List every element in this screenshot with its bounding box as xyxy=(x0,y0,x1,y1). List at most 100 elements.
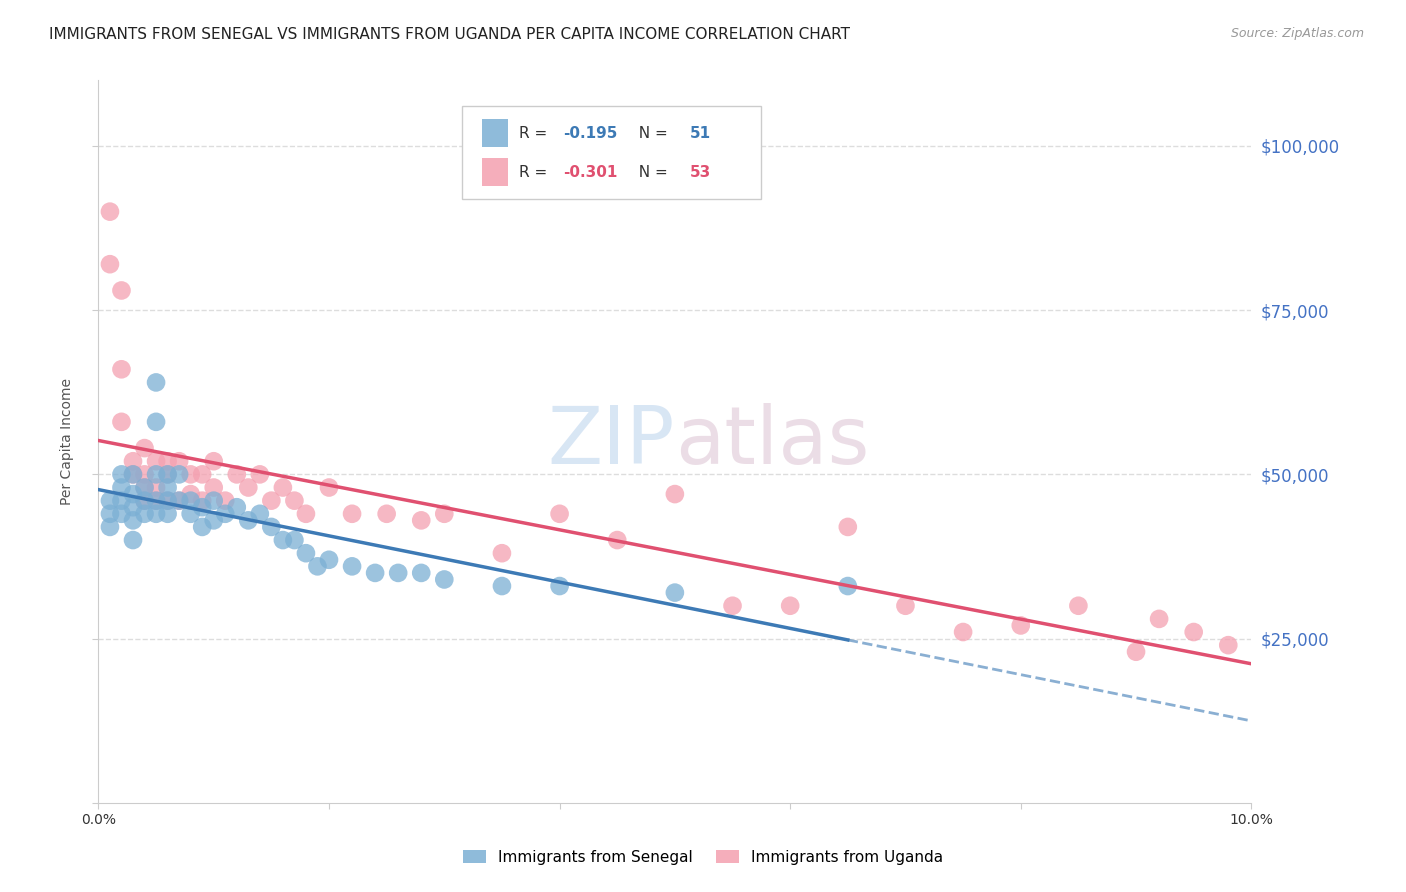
Point xyxy=(167,493,190,508)
Point xyxy=(122,454,145,468)
FancyBboxPatch shape xyxy=(461,105,762,200)
Point xyxy=(214,493,236,508)
Point xyxy=(180,467,202,482)
Point xyxy=(433,573,456,587)
Point xyxy=(110,481,132,495)
Point xyxy=(145,493,167,508)
Point xyxy=(340,559,363,574)
Point xyxy=(145,493,167,508)
Point xyxy=(156,493,179,508)
Point xyxy=(122,533,145,547)
Point xyxy=(110,493,132,508)
Point xyxy=(191,520,214,534)
Point xyxy=(122,467,145,482)
Point xyxy=(664,487,686,501)
Text: atlas: atlas xyxy=(675,402,869,481)
Point xyxy=(134,507,156,521)
Point xyxy=(134,441,156,455)
Point xyxy=(238,481,260,495)
Point xyxy=(1218,638,1240,652)
Point xyxy=(548,507,571,521)
Point xyxy=(191,493,214,508)
Point xyxy=(145,467,167,482)
Point xyxy=(779,599,801,613)
Point xyxy=(156,481,179,495)
Y-axis label: Per Capita Income: Per Capita Income xyxy=(60,378,75,505)
Point xyxy=(283,493,305,508)
Point xyxy=(145,481,167,495)
Text: Source: ZipAtlas.com: Source: ZipAtlas.com xyxy=(1230,27,1364,40)
Point xyxy=(98,204,121,219)
Point xyxy=(894,599,917,613)
Point xyxy=(122,467,145,482)
Point xyxy=(202,493,225,508)
Text: IMMIGRANTS FROM SENEGAL VS IMMIGRANTS FROM UGANDA PER CAPITA INCOME CORRELATION : IMMIGRANTS FROM SENEGAL VS IMMIGRANTS FR… xyxy=(49,27,851,42)
Point xyxy=(156,493,179,508)
Point xyxy=(167,493,190,508)
Point xyxy=(110,415,132,429)
Point xyxy=(375,507,398,521)
Point xyxy=(271,481,294,495)
Point xyxy=(411,513,433,527)
Point xyxy=(156,507,179,521)
Point xyxy=(1182,625,1205,640)
Text: 53: 53 xyxy=(690,164,711,179)
Point xyxy=(491,579,513,593)
Point xyxy=(271,533,294,547)
Point xyxy=(167,467,190,482)
Point xyxy=(122,513,145,527)
Point xyxy=(156,467,179,482)
Bar xyxy=(482,120,508,147)
Point xyxy=(364,566,387,580)
Point xyxy=(202,481,225,495)
Point xyxy=(318,553,340,567)
Point xyxy=(156,467,179,482)
Point xyxy=(491,546,513,560)
Point xyxy=(145,415,167,429)
Point xyxy=(1067,599,1090,613)
Point xyxy=(295,546,318,560)
Point xyxy=(1125,645,1147,659)
Point xyxy=(98,507,121,521)
Point xyxy=(433,507,456,521)
Point xyxy=(110,362,132,376)
Text: ZIP: ZIP xyxy=(547,402,675,481)
Point xyxy=(191,500,214,515)
Point xyxy=(134,493,156,508)
Point xyxy=(1010,618,1032,632)
Point xyxy=(295,507,318,521)
Point xyxy=(249,507,271,521)
Point xyxy=(387,566,409,580)
Point xyxy=(283,533,305,547)
Point xyxy=(134,467,156,482)
Point xyxy=(260,493,283,508)
Text: R =: R = xyxy=(519,126,553,141)
Point xyxy=(340,507,363,521)
Point xyxy=(837,520,859,534)
Text: -0.195: -0.195 xyxy=(562,126,617,141)
Text: N =: N = xyxy=(628,126,672,141)
Point xyxy=(145,454,167,468)
Point xyxy=(721,599,744,613)
Point xyxy=(307,559,329,574)
Point xyxy=(548,579,571,593)
Point xyxy=(122,487,145,501)
Text: 51: 51 xyxy=(690,126,711,141)
Point xyxy=(134,481,156,495)
Point xyxy=(180,507,202,521)
Point xyxy=(238,513,260,527)
Point xyxy=(664,585,686,599)
Point xyxy=(225,467,247,482)
Point xyxy=(191,467,214,482)
Point xyxy=(1147,612,1170,626)
Point xyxy=(180,493,202,508)
Bar xyxy=(482,158,508,186)
Point xyxy=(122,500,145,515)
Point xyxy=(411,566,433,580)
Point xyxy=(202,454,225,468)
Point xyxy=(156,454,179,468)
Point xyxy=(145,507,167,521)
Point xyxy=(98,520,121,534)
Point xyxy=(134,493,156,508)
Point xyxy=(110,284,132,298)
